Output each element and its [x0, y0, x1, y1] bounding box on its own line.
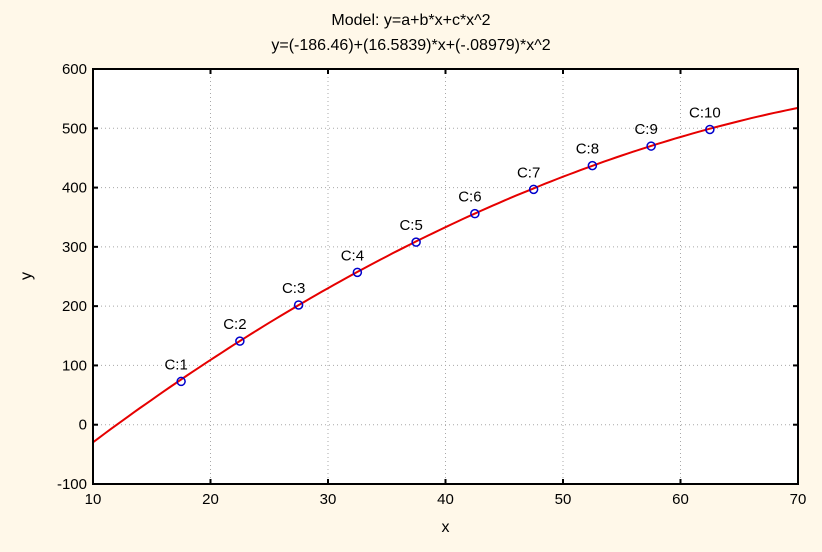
point-label: C:1 [164, 356, 187, 373]
point-label: C:5 [399, 217, 422, 234]
y-tick-label: 200 [62, 298, 87, 315]
plot-background [93, 69, 798, 484]
y-tick-label: 600 [62, 61, 87, 78]
x-axis-label: x [441, 519, 450, 536]
y-tick-label: -100 [57, 476, 87, 493]
data-point [528, 184, 539, 195]
x-tick-label: 30 [320, 491, 337, 508]
x-tick-label: 70 [790, 491, 807, 508]
chart-subtitle: y=(-186.46)+(16.5839)*x+(-.08979)*x^2 [271, 37, 551, 54]
data-point [470, 208, 480, 219]
plot-border [92, 68, 799, 485]
point-label: C:9 [634, 121, 657, 138]
y-tick-label: 300 [62, 239, 87, 256]
data-point [352, 267, 363, 278]
y-tick-label: 100 [62, 357, 87, 374]
data-point [705, 124, 715, 135]
fit-curve [92, 106, 799, 444]
x-tick-label: 20 [202, 491, 219, 508]
point-label: C:8 [576, 141, 599, 158]
data-point [235, 336, 245, 346]
point-label: C:7 [517, 164, 540, 181]
point-label: C:4 [341, 247, 364, 264]
y-tick-label: 0 [79, 417, 87, 434]
chart-title: Model: y=a+b*x+c*x^2 [331, 12, 491, 29]
data-point [411, 237, 421, 247]
data-point [176, 376, 186, 387]
x-tick-label: 40 [437, 491, 454, 508]
x-tick-label: 10 [85, 491, 102, 508]
point-label: C:2 [223, 316, 246, 333]
point-label: C:6 [458, 189, 481, 206]
y-tick-label: 400 [62, 180, 87, 197]
data-point [646, 141, 656, 151]
point-label: C:3 [282, 280, 305, 297]
point-label: C:10 [689, 104, 721, 121]
x-tick-label: 60 [672, 491, 689, 508]
data-point [587, 160, 598, 171]
x-tick-label: 50 [555, 491, 572, 508]
data-point [293, 300, 304, 310]
y-tick-label: 500 [62, 120, 87, 137]
